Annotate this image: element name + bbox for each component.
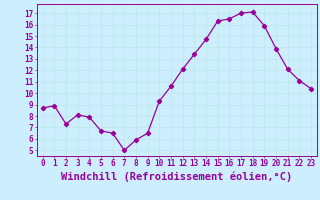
X-axis label: Windchill (Refroidissement éolien,°C): Windchill (Refroidissement éolien,°C) [61,171,292,182]
